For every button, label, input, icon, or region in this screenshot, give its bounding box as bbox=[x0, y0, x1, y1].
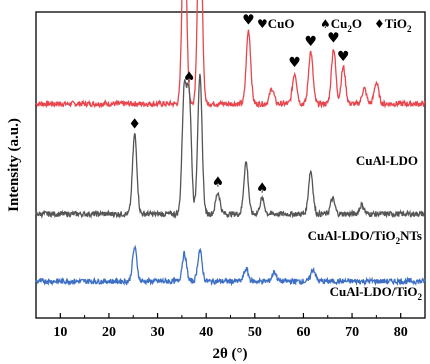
legend-entry-heart: ♥CuO bbox=[257, 16, 295, 31]
x-tick-label: 50 bbox=[248, 325, 262, 340]
series-label-1: CuAl-LDO/TiO2NTs bbox=[308, 228, 422, 246]
peak-marker-heart: ♥ bbox=[242, 12, 255, 28]
series-line-2 bbox=[35, 244, 426, 287]
x-tick-label: 70 bbox=[345, 325, 359, 340]
series-line-1 bbox=[35, 73, 426, 220]
peak-marker-spade: ♠ bbox=[256, 181, 269, 197]
x-tick-label: 40 bbox=[199, 325, 213, 340]
series-label-2: CuAl-LDO/TiO2 bbox=[330, 284, 423, 302]
series-label-0: CuAl-LDO bbox=[356, 153, 418, 168]
legend-entry-spade: ♠Cu2O bbox=[320, 16, 362, 34]
x-tick-label: 20 bbox=[102, 325, 116, 340]
x-tick-label: 10 bbox=[53, 325, 67, 340]
x-tick-label: 60 bbox=[296, 325, 310, 340]
marker-layer: ♥♥♥♥♥♥♥♦♠♠♠ bbox=[128, 12, 350, 197]
series-line-0 bbox=[35, 0, 426, 109]
x-tick-label: 80 bbox=[394, 325, 408, 340]
peak-marker-spade: ♠ bbox=[183, 69, 196, 85]
peak-marker-diamond: ♦ bbox=[128, 116, 141, 132]
tick-layer: 10 20 30 40 50 60 70 80 bbox=[35, 313, 426, 340]
x-axis-label: 2θ (°) bbox=[212, 346, 247, 362]
legend: ♥CuO ♠Cu2O ♦TiO2 bbox=[257, 16, 412, 34]
peak-marker-heart: ♥ bbox=[327, 31, 340, 47]
series-layer bbox=[35, 0, 426, 287]
peak-marker-spade: ♠ bbox=[212, 175, 225, 191]
peak-marker-heart: ♥ bbox=[288, 55, 301, 71]
legend-entry-diamond: ♦TiO2 bbox=[374, 16, 412, 34]
y-axis-label: Intensity (a.u.) bbox=[6, 118, 22, 212]
label-layer: CuAl-LDO CuAl-LDO/TiO2NTs CuAl-LDO/TiO2 bbox=[308, 153, 423, 302]
x-tick-label: 30 bbox=[151, 325, 165, 340]
peak-marker-heart: ♥ bbox=[337, 49, 350, 65]
peak-marker-heart: ♥ bbox=[304, 34, 317, 50]
